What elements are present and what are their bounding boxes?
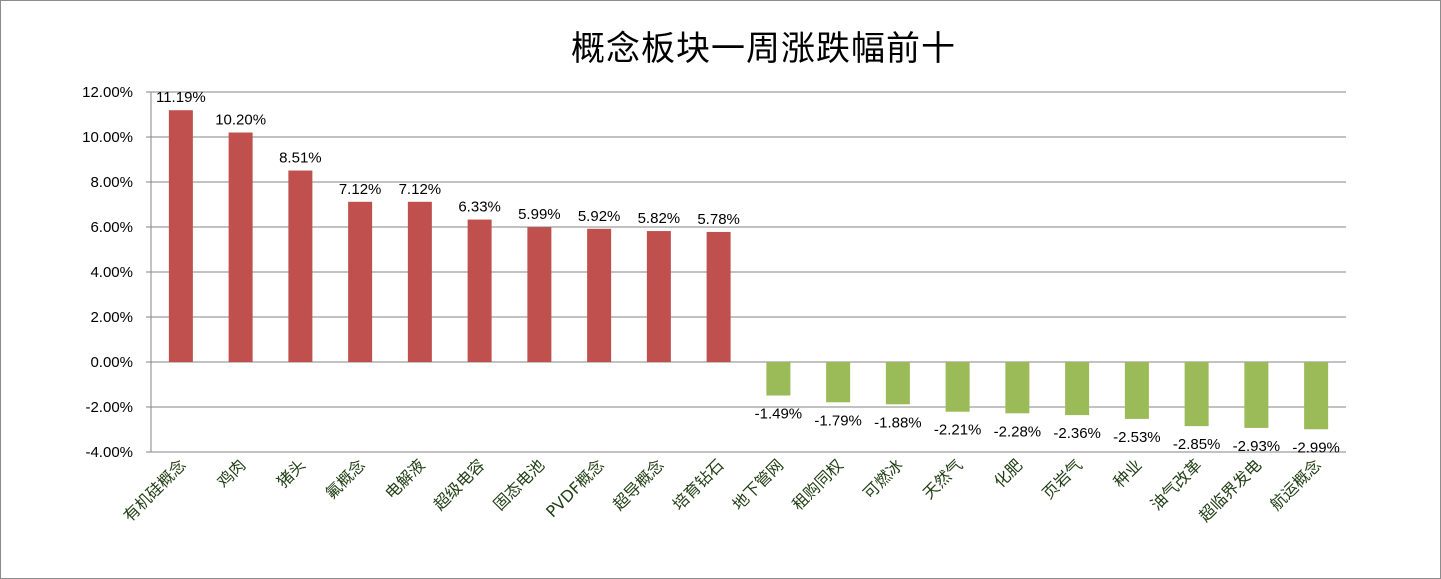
data-label: -1.88% [874,414,922,431]
category-label: 鸡肉 [213,455,249,491]
bar [228,132,253,362]
category-label: 天然气 [919,455,966,502]
data-label: -2.53% [1113,429,1161,446]
y-tick-label: 12.00% [82,84,133,101]
data-label: -2.93% [1233,438,1281,455]
category-label: 超临界发电 [1195,455,1265,525]
data-label: 7.12% [339,181,382,198]
bar [646,231,671,362]
y-tick-label: -4.00% [85,444,133,461]
data-label: -2.36% [1053,425,1101,442]
data-label: 5.82% [638,210,681,227]
data-label: 10.20% [215,112,266,129]
category-label: 油气改革 [1147,455,1206,514]
category-label: 页岩气 [1039,455,1086,502]
bar [407,201,432,362]
category-label: PVDF概念 [542,455,608,521]
data-label: -2.85% [1173,436,1221,453]
bar [945,362,970,412]
data-label: -1.49% [755,406,803,423]
category-label: 培育钻石 [669,455,728,514]
y-tick-label: 2.00% [90,309,133,326]
data-label: -1.79% [814,412,862,429]
bar [168,110,193,362]
category-label: 可燃冰 [859,455,906,502]
data-label: -2.21% [934,422,982,439]
bar [1244,362,1269,428]
data-label: 7.12% [399,181,442,198]
bar [467,219,492,362]
category-label: 化肥 [990,455,1026,491]
bar [1184,362,1209,427]
bar [1124,362,1149,419]
data-label: 5.78% [697,211,740,228]
y-tick-label: 0.00% [90,354,133,371]
y-tick-label: 8.00% [90,174,133,191]
data-label: -2.99% [1292,439,1340,456]
data-label: 5.92% [578,208,621,225]
category-label: 种业 [1110,455,1146,491]
category-label: 地下管网 [729,455,788,514]
bar [1005,362,1030,414]
bar [826,362,851,403]
y-tick-label: 4.00% [90,264,133,281]
category-label: 超级电容 [430,455,489,514]
data-label: -2.28% [994,423,1042,440]
y-tick-label: 6.00% [90,219,133,236]
y-tick-label: -2.00% [85,399,133,416]
y-tick-label: 10.00% [82,129,133,146]
bar [527,227,552,362]
category-label: 航运概念 [1266,455,1325,514]
category-label: 猪头 [273,455,309,491]
bar [1065,362,1090,416]
chart-title: 概念板块一周涨跌幅前十 [571,29,956,69]
data-label: 8.51% [279,150,322,167]
bar [348,201,373,362]
bar [288,170,313,362]
category-label: 电解液 [381,455,428,502]
category-label: 租购同权 [788,455,847,514]
data-label: 6.33% [458,199,501,216]
data-label: 11.19% [156,89,206,106]
category-label: 超导概念 [609,455,668,514]
data-label: 5.99% [518,206,561,223]
category-label: 氟概念 [322,455,369,502]
category-label: 固态电池 [490,455,549,514]
bar [766,362,791,396]
bar [706,231,731,362]
bar [885,362,910,405]
bar [1304,362,1329,430]
category-label: 有机硅概念 [120,455,190,525]
bar [587,228,612,362]
